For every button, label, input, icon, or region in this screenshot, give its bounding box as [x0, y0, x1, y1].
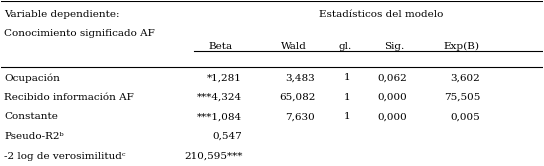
Text: ***1,084: ***1,084: [197, 112, 242, 121]
Text: Variable dependiente:: Variable dependiente:: [4, 10, 120, 19]
Text: Exp(B): Exp(B): [443, 42, 479, 51]
Text: ***4,324: ***4,324: [197, 93, 242, 102]
Text: 65,082: 65,082: [279, 93, 316, 102]
Text: Sig.: Sig.: [384, 42, 404, 51]
Text: 0,547: 0,547: [213, 132, 242, 141]
Text: Pseudo-R2ᵇ: Pseudo-R2ᵇ: [4, 132, 64, 141]
Text: 0,000: 0,000: [378, 112, 407, 121]
Text: Recibido información AF: Recibido información AF: [4, 93, 134, 102]
Text: *1,281: *1,281: [207, 73, 242, 82]
Text: 1: 1: [344, 112, 350, 121]
Text: -2 log de verosimilitudᶜ: -2 log de verosimilitudᶜ: [4, 152, 126, 161]
Text: Constante: Constante: [4, 112, 58, 121]
Text: 3,602: 3,602: [450, 73, 480, 82]
Text: 0,005: 0,005: [450, 112, 480, 121]
Text: gl.: gl.: [338, 42, 351, 51]
Text: 7,630: 7,630: [286, 112, 316, 121]
Text: Wald: Wald: [281, 42, 307, 51]
Text: 1: 1: [344, 93, 350, 102]
Text: 75,505: 75,505: [444, 93, 480, 102]
Text: 1: 1: [344, 73, 350, 82]
Text: Ocupación: Ocupación: [4, 73, 60, 83]
Text: Conocimiento significado AF: Conocimiento significado AF: [4, 29, 155, 38]
Text: 0,062: 0,062: [378, 73, 407, 82]
Text: 210,595***: 210,595***: [184, 152, 242, 161]
Text: Estadísticos del modelo: Estadísticos del modelo: [319, 10, 444, 19]
Text: 3,483: 3,483: [286, 73, 316, 82]
Text: Beta: Beta: [208, 42, 233, 51]
Text: 0,000: 0,000: [378, 93, 407, 102]
